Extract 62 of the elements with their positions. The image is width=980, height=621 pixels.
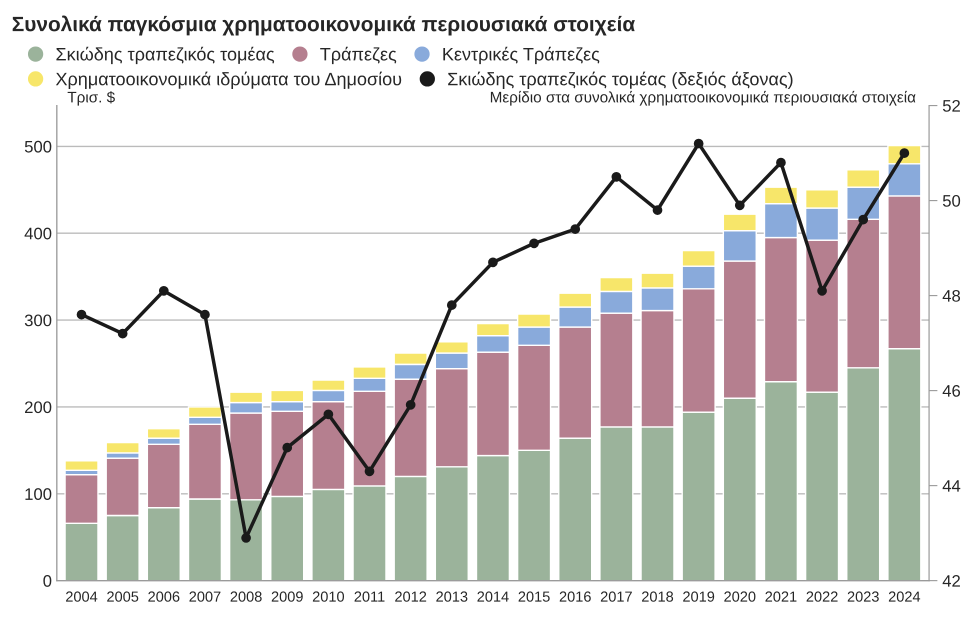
x-tick-label: 2006 <box>148 591 180 602</box>
point <box>488 257 498 268</box>
x-tick-label: 2008 <box>230 591 262 602</box>
y2-tick-label: 52 <box>942 100 960 112</box>
chart-title: Συνολικά παγκόσμια χρηματοοικονομικά περιουσιακά στοιχεία <box>12 16 635 36</box>
x-tick-label: 2010 <box>312 591 344 602</box>
x-tick-label: 2005 <box>107 591 138 602</box>
legend-label: Τράπεζες <box>320 46 396 64</box>
x-tick-label: 2004 <box>66 591 98 602</box>
y2-axis-title: Μερίδιο στα συνολικά χρηματοοικονομικά περιουσιακά στοιχεία <box>490 90 916 106</box>
point <box>118 328 128 338</box>
point <box>776 158 786 168</box>
x-tick-label: 2016 <box>560 591 591 602</box>
point <box>282 442 292 452</box>
legend-label: Σκιώδης τραπεζικός τομέας (δεξιός άξονας) <box>448 72 793 89</box>
y2-tick-label: 42 <box>942 575 960 587</box>
point <box>612 172 622 182</box>
y2-tick-label: 44 <box>942 480 960 492</box>
y-tick-label: 100 <box>25 488 52 500</box>
x-tick-label: 2017 <box>600 591 632 602</box>
point <box>734 200 745 210</box>
x-tick-label: 2012 <box>395 591 426 602</box>
x-tick-label: 2013 <box>436 591 468 602</box>
point <box>241 533 251 543</box>
x-tick-label: 2018 <box>642 591 674 602</box>
y-tick-label: 500 <box>24 140 52 153</box>
point <box>200 310 210 320</box>
x-tick-label: 2023 <box>848 591 879 602</box>
point <box>76 310 86 320</box>
point <box>817 286 827 296</box>
y-tick-label: 400 <box>24 228 52 240</box>
y-tick-label: 0 <box>43 575 52 587</box>
x-tick-label: 2022 <box>806 591 838 602</box>
point <box>446 300 457 310</box>
y2-tick-label: 50 <box>942 194 960 207</box>
point <box>652 205 662 215</box>
x-tick-label: 2011 <box>354 591 384 602</box>
point <box>858 214 868 224</box>
x-tick-label: 2021 <box>765 591 796 602</box>
point <box>364 466 374 476</box>
legend-label: Κεντρικές Τράπεζες <box>443 46 600 64</box>
y2-tick-label: 46 <box>942 385 960 397</box>
point <box>529 238 539 248</box>
x-tick-label: 2007 <box>189 591 220 602</box>
x-tick-label: 2015 <box>518 591 550 602</box>
x-tick-label: 2014 <box>477 591 509 602</box>
x-tick-label: 2024 <box>888 591 920 602</box>
x-tick-label: 2009 <box>272 591 303 602</box>
point <box>324 410 334 420</box>
y-tick-label: 300 <box>24 314 52 326</box>
bar <box>64 460 99 472</box>
point <box>570 224 580 234</box>
legend-label: Χρηματοοικονομικά ιδρύματα του Δημοσίου <box>56 72 402 89</box>
point <box>158 286 169 296</box>
y2-tick-label: 48 <box>942 290 960 302</box>
point <box>406 400 416 410</box>
y-axis-title: Τρισ. $ <box>68 91 115 106</box>
x-tick-label: 2020 <box>724 591 756 602</box>
x-tick-label: 2019 <box>683 591 714 602</box>
point <box>694 138 704 148</box>
legend-label: Σκιώδης τραπεζικός τομέας <box>56 46 274 64</box>
y-tick-label: 200 <box>25 401 52 414</box>
